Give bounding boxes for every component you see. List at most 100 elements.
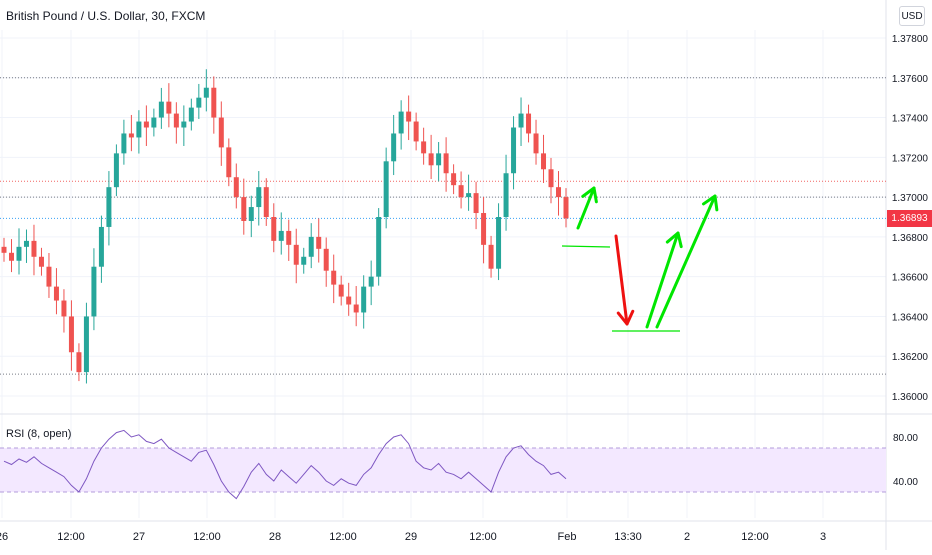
candle [61,289,67,333]
candle-body [428,153,434,166]
candle-body [323,248,329,271]
candle [188,98,194,131]
candle [271,203,277,253]
candle [203,69,209,112]
candle [413,112,419,151]
candle-body [443,153,449,174]
candle-body [271,217,277,241]
candle-body [218,117,224,148]
candle-body [368,276,374,287]
candle-body [278,230,284,241]
candle-body [143,121,149,128]
rsi-line [3,429,567,500]
candle-body [151,117,157,128]
up-arrow [655,194,719,329]
price-tick-label: 1.37000 [892,193,929,204]
price-tick-label: 1.36200 [892,352,929,363]
candle-body [68,316,74,353]
candle-body [533,133,539,154]
candle-body [563,197,569,219]
time-tick-label: 2 [684,531,690,543]
candle-body [38,256,44,267]
candle-body [76,352,82,373]
candle-body [98,226,104,267]
candle [301,247,307,274]
candle [391,114,397,176]
time-tick-label: Feb [558,531,577,543]
candle [68,300,74,371]
price-tick-label: 1.36400 [892,312,929,323]
candle [38,247,44,276]
candle [151,108,157,137]
rsi-band [0,448,886,492]
candle-body [263,187,269,217]
price-tick-label: 1.37200 [892,153,929,164]
candle-body [376,217,382,277]
candle [196,83,202,119]
candle-body [481,213,487,245]
candle-body [308,236,314,257]
current-price-tag: 1.36893 [887,210,932,227]
candle [443,137,449,192]
down-arrow [614,234,635,326]
candle [331,254,337,304]
candle-body [241,197,247,221]
candle-body [83,316,89,373]
candle [278,212,284,255]
candle-body [23,240,29,247]
candle [241,178,247,235]
rsi-indicator-label[interactable]: RSI (8, open) [6,428,72,440]
candle [338,275,344,306]
time-tick-label: 27 [133,531,145,543]
target-level-line [561,245,611,248]
candle [541,134,547,183]
currency-button[interactable]: USD [899,6,925,26]
time-tick-label: 13:30 [614,531,642,543]
candle [488,235,494,278]
candle-body [1,246,7,253]
price-tick-label: 1.37400 [892,114,929,125]
candle [286,219,292,261]
chart-title: British Pound / U.S. Dollar, 30, FXCM [6,9,206,23]
candle [158,87,164,129]
candle [526,104,532,143]
arrow-shaft [576,186,596,230]
candle-body [188,107,194,122]
candle-body [166,101,172,114]
time-tick-label: 12:00 [193,531,221,543]
candle [368,260,374,306]
candle-body [488,244,494,269]
up-arrow [645,231,683,329]
candle-body [16,246,22,261]
candle [481,196,487,264]
candle [518,97,524,146]
candle [121,119,127,165]
candle-body [316,236,322,249]
candle-body [293,244,299,265]
candle [106,171,112,246]
price-tick-label: 1.36800 [892,233,929,244]
candle-body [113,153,119,188]
candle-body [106,187,112,227]
candle [406,95,412,141]
candle-body [406,111,412,122]
candle-body [61,300,67,317]
time-tick-label: 12:00 [57,531,85,543]
candle [428,134,434,180]
candle [383,147,389,229]
candle [16,228,22,275]
candle-body [31,240,37,257]
time-tick-label: 26 [0,531,8,543]
candle-body [211,87,217,118]
candle [496,203,502,281]
candle-body [248,207,254,221]
candle [256,171,262,226]
candle [563,188,569,228]
candle [376,208,382,286]
candle [248,195,254,238]
candle [556,171,562,216]
candle [346,282,352,316]
candle-body [383,161,389,217]
candle [533,119,539,165]
